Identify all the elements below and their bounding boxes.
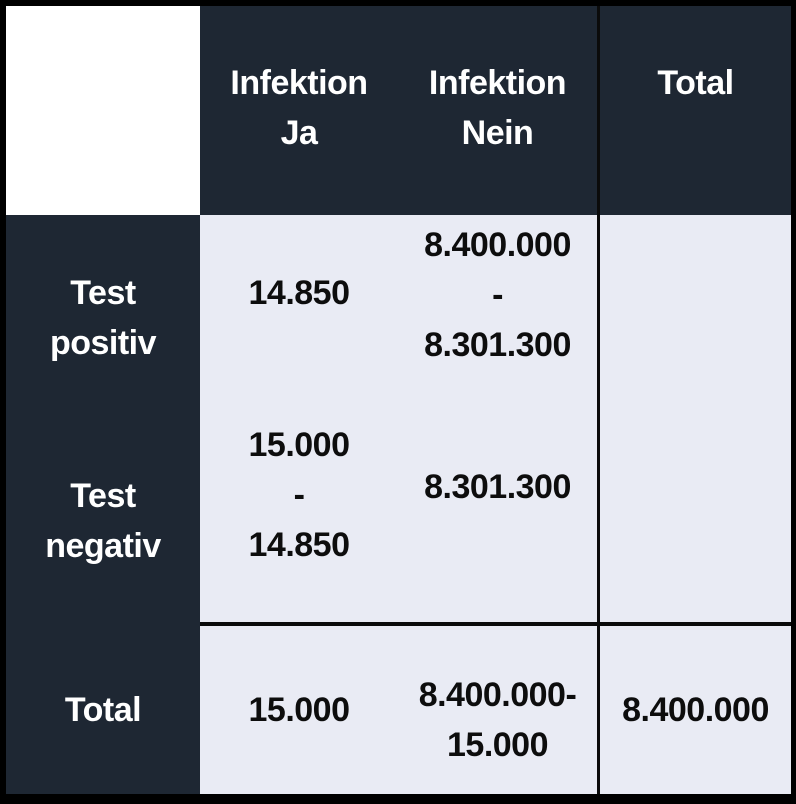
row-label-test-positiv: Test positiv [6, 215, 200, 420]
separator-line [597, 622, 791, 626]
row-label-test-negativ: Test negativ [6, 420, 200, 622]
corner-cell [6, 6, 200, 215]
col-header-infektion-nein: Infektion Nein [398, 6, 597, 215]
cell-negativ-infektion-nein: 8.301.300 [398, 420, 597, 622]
cell-positiv-total [597, 215, 791, 420]
table-grid: Infektion Ja Infektion Nein Total Test p… [6, 6, 791, 794]
cell-total-infektion-ja: 15.000 [200, 626, 398, 794]
cell-grand-total: 8.400.000 [597, 626, 791, 794]
cell-total-infektion-nein: 8.400.000- 15.000 [398, 626, 597, 794]
separator-line [200, 622, 398, 626]
cell-positiv-infektion-ja: 14.850 [200, 215, 398, 420]
cell-negativ-total [597, 420, 791, 622]
col-header-infektion-ja: Infektion Ja [200, 6, 398, 215]
col-header-total: Total [597, 6, 791, 215]
cell-positiv-infektion-nein: 8.400.000 - 8.301.300 [398, 215, 597, 420]
separator-label-segment [6, 622, 200, 626]
row-label-total: Total [6, 626, 200, 794]
separator-line [398, 622, 597, 626]
cell-negativ-infektion-ja: 15.000 - 14.850 [200, 420, 398, 622]
